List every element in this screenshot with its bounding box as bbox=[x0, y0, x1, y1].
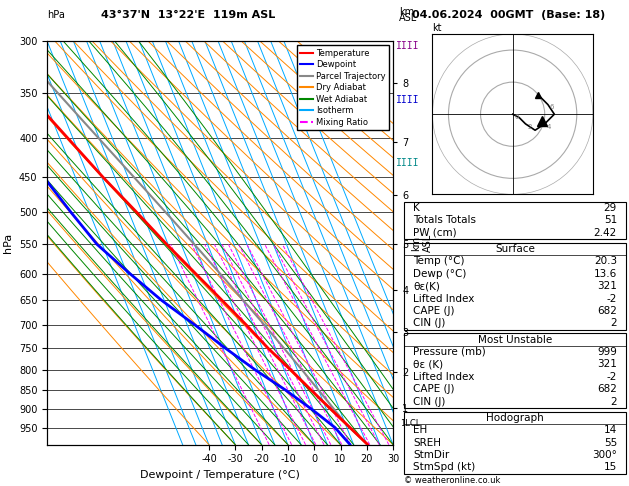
Text: 29: 29 bbox=[604, 203, 617, 213]
Text: Hodograph: Hodograph bbox=[486, 413, 544, 423]
Text: km: km bbox=[399, 7, 415, 17]
Text: © weatheronline.co.uk: © weatheronline.co.uk bbox=[404, 476, 501, 485]
Text: PW (cm): PW (cm) bbox=[413, 228, 457, 238]
Text: 2: 2 bbox=[610, 397, 617, 407]
Text: Temp (°C): Temp (°C) bbox=[413, 256, 465, 266]
Bar bbox=[404, 202, 626, 239]
Text: 999: 999 bbox=[597, 347, 617, 357]
Bar bbox=[404, 243, 626, 330]
Text: SREH: SREH bbox=[413, 437, 442, 448]
Text: 321: 321 bbox=[597, 359, 617, 369]
Text: 0: 0 bbox=[515, 114, 519, 120]
Text: kt: kt bbox=[433, 23, 442, 33]
Text: -2: -2 bbox=[606, 294, 617, 304]
Text: Lifted Index: Lifted Index bbox=[413, 372, 475, 382]
Text: -2: -2 bbox=[606, 372, 617, 382]
Text: 1LCL: 1LCL bbox=[400, 419, 420, 429]
Text: CIN (J): CIN (J) bbox=[413, 318, 446, 329]
Text: θε(K): θε(K) bbox=[413, 281, 440, 291]
Text: 2.42: 2.42 bbox=[594, 228, 617, 238]
Text: Dewp (°C): Dewp (°C) bbox=[413, 269, 467, 279]
Text: ASL: ASL bbox=[399, 13, 418, 23]
Text: 6: 6 bbox=[550, 104, 554, 110]
Text: 321: 321 bbox=[597, 281, 617, 291]
Text: hPa: hPa bbox=[47, 10, 65, 20]
Text: θε (K): θε (K) bbox=[413, 359, 443, 369]
Text: StmSpd (kt): StmSpd (kt) bbox=[413, 463, 476, 472]
Y-axis label: km
ASL: km ASL bbox=[411, 234, 433, 252]
Text: 4: 4 bbox=[547, 123, 551, 130]
Text: StmDir: StmDir bbox=[413, 450, 450, 460]
Text: 15: 15 bbox=[604, 463, 617, 472]
Text: IIII: IIII bbox=[396, 158, 420, 168]
Text: Most Unstable: Most Unstable bbox=[478, 334, 552, 345]
Text: IIII: IIII bbox=[396, 41, 420, 52]
Text: EH: EH bbox=[413, 425, 428, 435]
Bar bbox=[404, 412, 626, 474]
Text: 300°: 300° bbox=[592, 450, 617, 460]
Text: 682: 682 bbox=[597, 306, 617, 316]
Y-axis label: hPa: hPa bbox=[3, 233, 13, 253]
Text: 14: 14 bbox=[604, 425, 617, 435]
Text: 43°37'N  13°22'E  119m ASL: 43°37'N 13°22'E 119m ASL bbox=[101, 10, 275, 20]
Text: 2: 2 bbox=[610, 318, 617, 329]
Text: Surface: Surface bbox=[495, 244, 535, 254]
Text: 2: 2 bbox=[527, 123, 532, 130]
Text: CIN (J): CIN (J) bbox=[413, 397, 446, 407]
X-axis label: Dewpoint / Temperature (°C): Dewpoint / Temperature (°C) bbox=[140, 470, 300, 480]
Text: 682: 682 bbox=[597, 384, 617, 394]
Text: Lifted Index: Lifted Index bbox=[413, 294, 475, 304]
Text: 55: 55 bbox=[604, 437, 617, 448]
Text: IIII: IIII bbox=[396, 95, 420, 105]
Text: Totals Totals: Totals Totals bbox=[413, 215, 476, 226]
Text: 20.3: 20.3 bbox=[594, 256, 617, 266]
Text: K: K bbox=[413, 203, 420, 213]
Text: 13.6: 13.6 bbox=[594, 269, 617, 279]
Text: 04.06.2024  00GMT  (Base: 18): 04.06.2024 00GMT (Base: 18) bbox=[412, 10, 605, 20]
Text: Pressure (mb): Pressure (mb) bbox=[413, 347, 486, 357]
Bar bbox=[404, 333, 626, 408]
Text: CAPE (J): CAPE (J) bbox=[413, 384, 455, 394]
Text: CAPE (J): CAPE (J) bbox=[413, 306, 455, 316]
Text: 51: 51 bbox=[604, 215, 617, 226]
Legend: Temperature, Dewpoint, Parcel Trajectory, Dry Adiabat, Wet Adiabat, Isotherm, Mi: Temperature, Dewpoint, Parcel Trajectory… bbox=[297, 46, 389, 130]
